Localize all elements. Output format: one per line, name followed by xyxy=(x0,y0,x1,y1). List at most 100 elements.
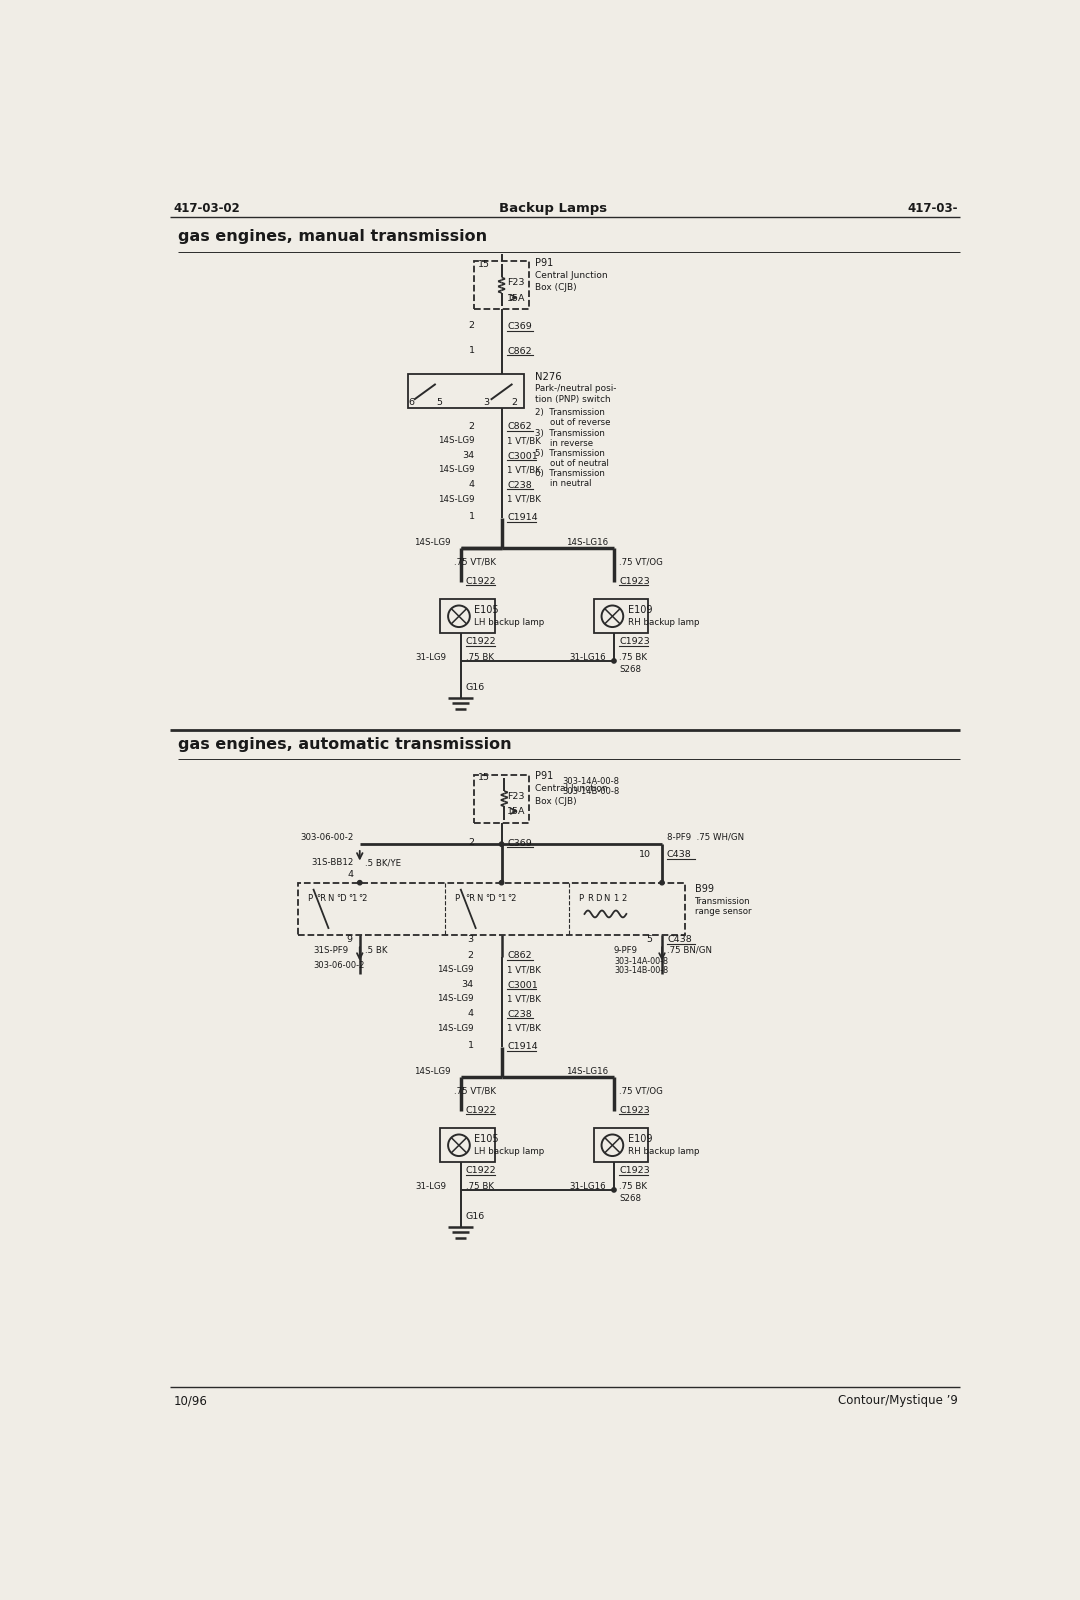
Text: RH backup lamp: RH backup lamp xyxy=(627,1147,700,1155)
Text: Contour/Mystique ’9: Contour/Mystique ’9 xyxy=(838,1395,958,1408)
Text: °R: °R xyxy=(316,894,326,902)
Text: C1914: C1914 xyxy=(507,514,538,522)
Text: °2: °2 xyxy=(359,894,367,902)
Text: 2: 2 xyxy=(469,838,474,846)
Text: C369: C369 xyxy=(507,322,531,331)
Text: .75 VT/BK: .75 VT/BK xyxy=(455,1086,497,1094)
Text: 303-14B-00-8: 303-14B-00-8 xyxy=(613,966,669,974)
Text: 3)  Transmission: 3) Transmission xyxy=(535,429,605,437)
Text: 31S-PF9: 31S-PF9 xyxy=(313,946,349,955)
Text: 4: 4 xyxy=(348,870,353,880)
Text: 1 VT/BK: 1 VT/BK xyxy=(507,995,541,1003)
Text: RH backup lamp: RH backup lamp xyxy=(627,618,700,627)
Bar xyxy=(298,883,685,934)
Bar xyxy=(441,1128,495,1162)
Text: C1922: C1922 xyxy=(465,1106,497,1115)
Text: 14S-LG9: 14S-LG9 xyxy=(438,466,474,475)
Text: 1 VT/BK: 1 VT/BK xyxy=(507,965,541,974)
Text: B99: B99 xyxy=(694,883,714,894)
Text: C238: C238 xyxy=(507,1010,531,1019)
Text: 1: 1 xyxy=(613,894,619,902)
Text: °1: °1 xyxy=(497,894,507,902)
Text: 1 VT/BK: 1 VT/BK xyxy=(507,437,541,445)
Text: C1922: C1922 xyxy=(465,1166,497,1174)
Text: C862: C862 xyxy=(507,422,531,432)
Circle shape xyxy=(499,842,503,846)
Text: N: N xyxy=(476,894,483,902)
Text: °2: °2 xyxy=(507,894,516,902)
Text: P: P xyxy=(307,894,312,902)
Text: 15A: 15A xyxy=(507,294,526,302)
Text: out of reverse: out of reverse xyxy=(551,418,611,427)
Text: 303-14A-00-8: 303-14A-00-8 xyxy=(562,776,619,786)
Text: C3001: C3001 xyxy=(507,981,538,989)
Text: S268: S268 xyxy=(619,1194,642,1203)
Text: Central Junction: Central Junction xyxy=(535,784,608,794)
Text: 6: 6 xyxy=(408,398,415,406)
Bar xyxy=(441,600,495,634)
Text: C862: C862 xyxy=(507,952,531,960)
Text: 303-14B-00-8: 303-14B-00-8 xyxy=(562,787,619,797)
FancyBboxPatch shape xyxy=(474,774,529,822)
Text: .75 BK: .75 BK xyxy=(465,653,494,661)
Text: C1923: C1923 xyxy=(619,1166,650,1174)
Text: °R: °R xyxy=(465,894,475,902)
Text: G16: G16 xyxy=(465,683,485,691)
Circle shape xyxy=(611,1187,616,1192)
Text: 1 VT/BK: 1 VT/BK xyxy=(507,1024,541,1032)
Text: 303-14A-00-8: 303-14A-00-8 xyxy=(613,957,667,966)
Text: 34: 34 xyxy=(461,979,474,989)
Text: .75 BK: .75 BK xyxy=(619,653,647,661)
Text: 2: 2 xyxy=(469,421,474,430)
Text: 15: 15 xyxy=(477,773,489,782)
Text: 34: 34 xyxy=(462,451,474,459)
Text: 14S-LG9: 14S-LG9 xyxy=(437,995,474,1003)
Text: P: P xyxy=(578,894,583,902)
Text: 6)  Transmission: 6) Transmission xyxy=(535,469,605,478)
Text: 1: 1 xyxy=(469,346,474,355)
Circle shape xyxy=(499,880,503,885)
Text: Park-/neutral posi-: Park-/neutral posi- xyxy=(535,384,617,394)
Text: D: D xyxy=(595,894,602,902)
Text: gas engines, manual transmission: gas engines, manual transmission xyxy=(177,229,487,245)
Text: C238: C238 xyxy=(507,482,531,490)
Text: 3: 3 xyxy=(468,934,474,944)
Text: 2)  Transmission: 2) Transmission xyxy=(535,408,605,416)
Text: 14S-LG9: 14S-LG9 xyxy=(414,538,450,547)
Text: P91: P91 xyxy=(535,258,553,267)
Text: 1: 1 xyxy=(469,512,474,522)
Text: G16: G16 xyxy=(465,1211,485,1221)
Text: range sensor: range sensor xyxy=(694,907,751,917)
Text: 303-06-00-2: 303-06-00-2 xyxy=(313,962,365,970)
Text: 4: 4 xyxy=(469,480,474,490)
Text: 14S-LG9: 14S-LG9 xyxy=(437,1024,474,1032)
Text: N: N xyxy=(327,894,334,902)
Text: LH backup lamp: LH backup lamp xyxy=(474,618,544,627)
Text: 5)  Transmission: 5) Transmission xyxy=(535,448,605,458)
Bar xyxy=(594,1128,648,1162)
Text: 31-LG9: 31-LG9 xyxy=(416,1181,446,1190)
Text: S268: S268 xyxy=(619,666,642,674)
Text: in neutral: in neutral xyxy=(551,480,592,488)
Text: C1923: C1923 xyxy=(619,637,650,646)
Text: 8-PF9  .75 WH/GN: 8-PF9 .75 WH/GN xyxy=(666,832,744,842)
Text: .5 BK/YE: .5 BK/YE xyxy=(365,858,402,867)
Text: E109: E109 xyxy=(627,1134,652,1144)
Text: °D: °D xyxy=(485,894,496,902)
Text: 303-06-00-2: 303-06-00-2 xyxy=(300,832,353,842)
Text: 9-PF9: 9-PF9 xyxy=(613,946,638,955)
Text: C1922: C1922 xyxy=(465,637,497,646)
Text: P: P xyxy=(455,894,459,902)
Text: P91: P91 xyxy=(535,771,553,781)
Text: 4: 4 xyxy=(468,1010,474,1018)
Text: Transmission: Transmission xyxy=(694,896,751,906)
Text: Central Junction: Central Junction xyxy=(535,270,608,280)
Text: in reverse: in reverse xyxy=(551,438,594,448)
Text: 31-LG16: 31-LG16 xyxy=(569,653,606,661)
Text: N: N xyxy=(603,894,609,902)
Text: .75 VT/OG: .75 VT/OG xyxy=(619,557,663,566)
Text: 417-03-02: 417-03-02 xyxy=(174,203,241,216)
Text: 1 VT/BK: 1 VT/BK xyxy=(507,494,541,504)
Text: F23: F23 xyxy=(507,278,525,288)
Text: 31S-BB12: 31S-BB12 xyxy=(311,858,353,867)
